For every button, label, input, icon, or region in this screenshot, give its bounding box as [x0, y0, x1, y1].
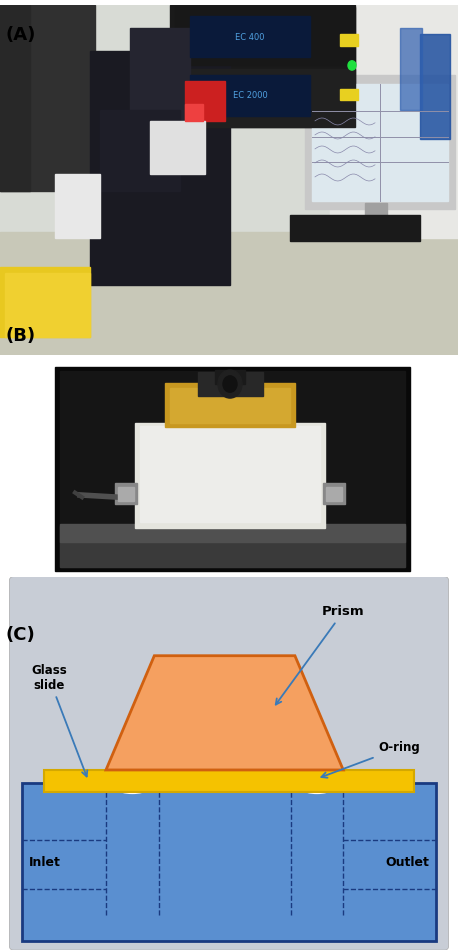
Bar	[215, 370, 245, 384]
Bar	[340, 89, 358, 101]
Bar	[115, 484, 137, 505]
Bar	[312, 84, 448, 201]
Bar	[290, 215, 420, 241]
Bar	[118, 486, 134, 501]
Text: EC 400: EC 400	[235, 33, 265, 42]
Text: (C): (C)	[5, 626, 35, 645]
Bar	[130, 29, 190, 122]
Bar	[150, 122, 205, 174]
Text: (B): (B)	[5, 327, 36, 345]
Bar	[175, 7, 355, 66]
Text: Prism: Prism	[276, 605, 365, 704]
Bar	[60, 371, 405, 567]
Ellipse shape	[106, 764, 159, 794]
Bar	[100, 109, 180, 191]
Bar	[323, 484, 345, 505]
Bar	[330, 5, 458, 238]
Bar	[420, 34, 450, 139]
Text: Outlet: Outlet	[385, 856, 429, 869]
Bar	[400, 29, 422, 109]
FancyBboxPatch shape	[9, 577, 449, 950]
Text: Inlet: Inlet	[29, 856, 61, 869]
Polygon shape	[106, 656, 343, 770]
Circle shape	[218, 370, 242, 398]
Bar	[0, 268, 90, 337]
Bar	[0, 5, 458, 238]
Bar	[185, 104, 203, 122]
Bar	[0, 5, 95, 191]
Bar	[140, 426, 320, 522]
Bar	[365, 203, 387, 221]
Text: O-ring: O-ring	[322, 742, 420, 778]
Text: Glass
slide: Glass slide	[31, 664, 87, 777]
Bar	[44, 770, 414, 792]
Ellipse shape	[290, 764, 343, 794]
Bar	[90, 51, 230, 285]
Bar	[0, 5, 30, 191]
Bar	[5, 273, 90, 337]
Circle shape	[223, 376, 237, 392]
Bar	[22, 783, 436, 942]
Text: EC 2000: EC 2000	[233, 91, 267, 100]
Bar	[190, 16, 310, 57]
Circle shape	[348, 61, 356, 70]
Text: (A): (A)	[5, 26, 36, 44]
Bar	[170, 387, 290, 423]
Bar	[305, 75, 455, 209]
Bar	[135, 423, 325, 527]
Bar	[55, 367, 410, 571]
Bar	[326, 486, 342, 501]
Bar	[190, 75, 310, 115]
Bar	[0, 232, 458, 355]
Bar	[60, 525, 405, 542]
Bar	[198, 372, 263, 396]
Bar	[55, 174, 100, 238]
Bar	[170, 5, 355, 128]
Bar	[165, 383, 295, 427]
Bar	[175, 69, 355, 128]
Bar	[60, 526, 405, 567]
Bar	[340, 34, 358, 46]
Bar	[185, 81, 225, 122]
